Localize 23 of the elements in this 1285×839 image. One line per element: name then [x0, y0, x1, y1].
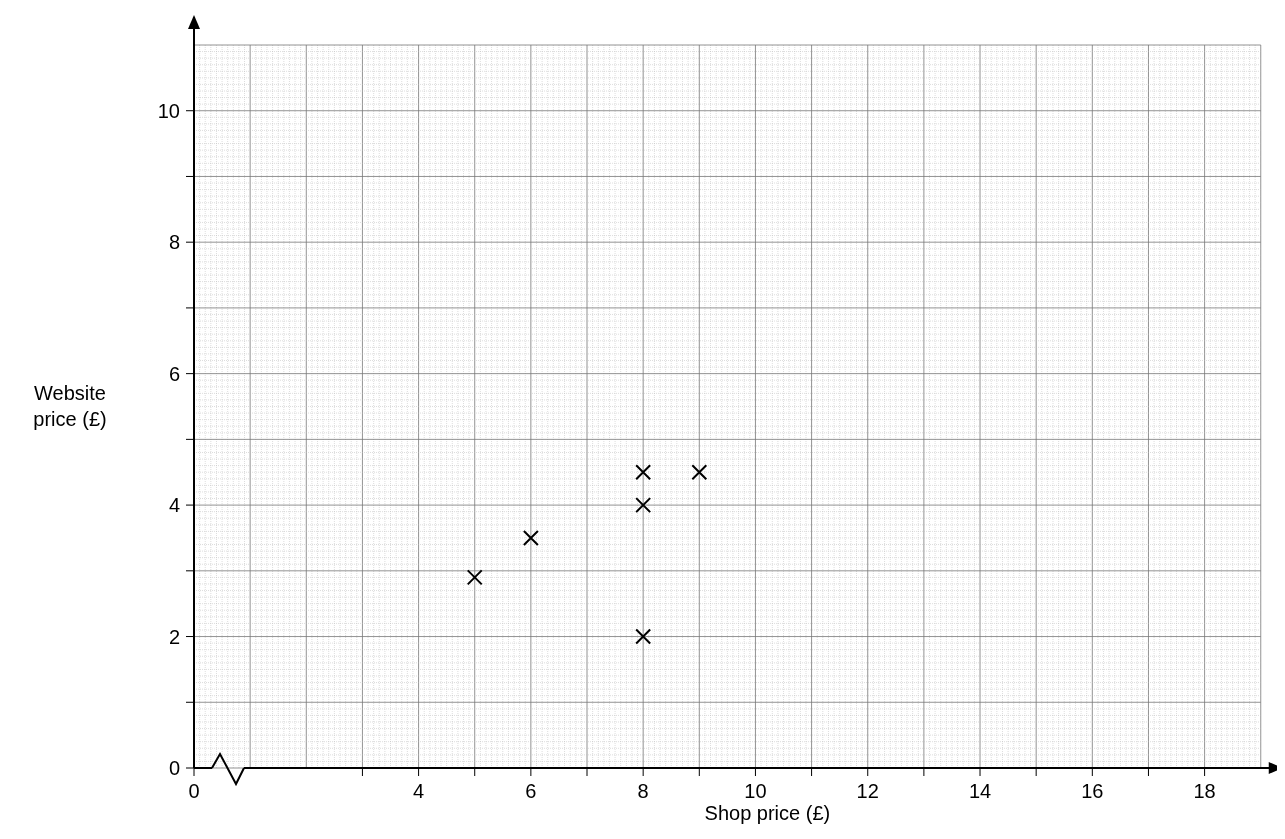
- x-tick-label: 18: [1193, 780, 1216, 802]
- point: [635, 464, 652, 481]
- point: [522, 529, 539, 546]
- x-tick-label: 12: [856, 780, 879, 802]
- point: [635, 497, 652, 514]
- x-tick-label: 4: [413, 780, 425, 802]
- x-tick-label: 10: [744, 780, 767, 802]
- y-axis-title: Website price (£): [33, 381, 107, 430]
- x-tick-label: 0: [188, 780, 200, 802]
- x-axis-title: Shop price (£): [704, 802, 831, 824]
- x-tick-label: 16: [1081, 780, 1104, 802]
- y-tick-label: 2: [168, 625, 180, 648]
- x-tick-label: 14: [968, 780, 992, 802]
- y-tick-label: 6: [168, 362, 180, 385]
- y-tick-label: 8: [168, 231, 180, 254]
- point: [635, 628, 652, 645]
- point: [691, 464, 708, 481]
- y-tick-label: 0: [168, 757, 180, 779]
- point: [466, 569, 483, 586]
- y-tick-label: 10: [157, 99, 180, 122]
- y-tick-label: 4: [168, 494, 180, 517]
- x-tick-label: 8: [637, 780, 649, 802]
- x-tick-label: 6: [525, 780, 537, 802]
